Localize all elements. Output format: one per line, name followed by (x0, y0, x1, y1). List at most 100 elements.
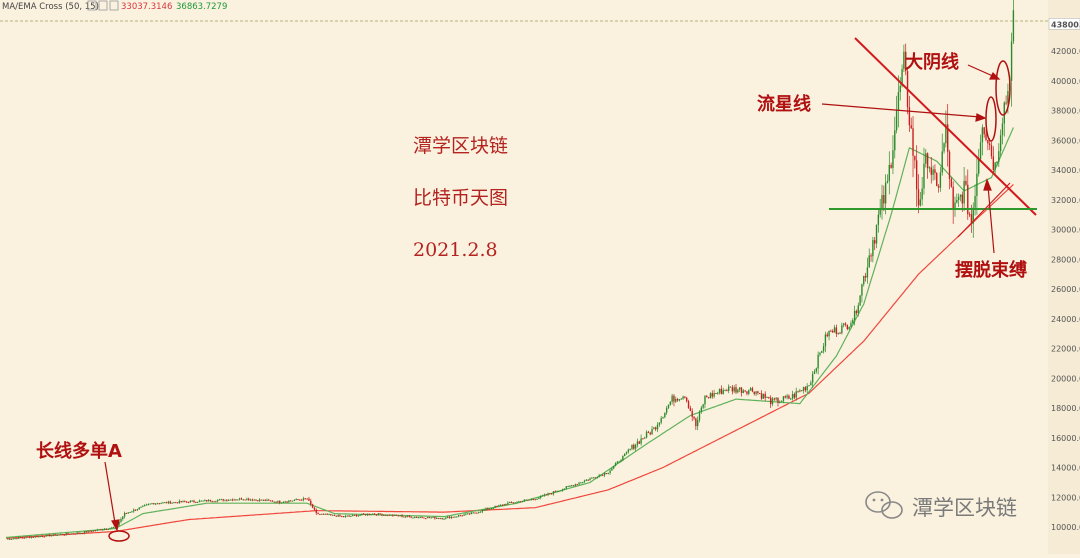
y-tick-label: 18000.00 (1051, 404, 1080, 413)
candle-bearish (501, 504, 504, 506)
candle-bullish (928, 167, 931, 169)
candle-bearish (594, 477, 597, 479)
candle-bullish (394, 514, 396, 516)
candle-bearish (554, 491, 557, 493)
settings-icon[interactable] (98, 0, 108, 11)
candle-bearish (363, 513, 365, 515)
candle-bullish (446, 516, 449, 518)
arrowhead-breakout (983, 178, 992, 191)
candle-bullish (178, 501, 181, 504)
candle-bullish (886, 180, 889, 183)
candle-bullish (749, 388, 752, 391)
candle-bullish (266, 499, 268, 501)
candle-bearish (987, 140, 989, 144)
candle-bullish (540, 495, 542, 498)
candle-bullish (678, 399, 681, 401)
label-long-position: 长线多单A (36, 440, 122, 462)
candle-bearish (206, 500, 208, 502)
candle-bullish (943, 143, 945, 152)
candle-bearish (297, 499, 299, 501)
center-subtitle: 比特币天图 (413, 187, 508, 209)
candle-bearish (474, 512, 476, 514)
candle-bearish (769, 397, 772, 405)
candle-bearish (519, 501, 522, 503)
candle-bullish (536, 498, 538, 500)
candle-bullish (337, 515, 339, 517)
candle-bullish (704, 395, 706, 405)
candle-bullish (978, 159, 980, 174)
candle-bullish (822, 346, 825, 352)
candle-bullish (361, 513, 363, 515)
candle-bullish (414, 516, 416, 518)
candle-bearish (392, 514, 394, 516)
candle-bullish (359, 514, 361, 516)
candle-bullish (702, 404, 704, 408)
candle-bearish (715, 393, 717, 395)
candle-bullish (138, 507, 140, 510)
candle-bearish (222, 499, 224, 501)
chat-bubble-dot (872, 498, 876, 502)
entry-ellipse (108, 530, 130, 542)
candle-bearish (926, 153, 929, 169)
eye-icon[interactable] (87, 0, 97, 11)
candle-bullish (653, 427, 655, 430)
close-icon[interactable] (109, 0, 119, 11)
candle-bullish (470, 512, 473, 515)
candle-bullish (436, 517, 438, 519)
candle-bullish (457, 515, 460, 517)
candle-bullish (419, 517, 421, 519)
candle-bullish (477, 512, 480, 514)
candle-bearish (260, 499, 263, 501)
candle-bullish (30, 536, 33, 538)
candle-bullish (25, 536, 27, 538)
candle-bullish (558, 490, 560, 492)
candle-bullish (799, 390, 801, 392)
candle-bullish (981, 127, 984, 143)
candle-bearish (638, 441, 640, 444)
indicator-name: MA/EMA Cross (50, 15) (2, 2, 99, 12)
candle-bullish (262, 499, 265, 501)
candle-bullish (102, 529, 104, 531)
candle-bullish (133, 509, 135, 512)
y-tick-label: 14000.00 (1051, 464, 1080, 473)
candle-bullish (386, 514, 389, 516)
candle-bullish (38, 536, 40, 538)
candle-bullish (481, 510, 484, 512)
candle-bullish (877, 214, 880, 225)
candle-bullish (377, 513, 379, 515)
candle-bullish (485, 508, 487, 510)
candle-bearish (36, 536, 38, 538)
candle-bullish (852, 319, 854, 324)
arrow-big-bearish (967, 64, 996, 78)
candle-bearish (231, 499, 233, 501)
candle-bearish (832, 330, 834, 333)
current-price-tag (1048, 18, 1080, 30)
candle-bullish (675, 398, 677, 402)
candle-bullish (412, 517, 414, 519)
y-tick-label: 30000.00 (1051, 226, 1080, 235)
candle-bullish (538, 497, 540, 499)
candle-bullish (499, 504, 502, 506)
candle-bullish (406, 515, 409, 517)
candle-bearish (633, 444, 635, 449)
candle-bullish (547, 493, 549, 495)
candle-bullish (277, 500, 279, 503)
candle-bullish (667, 404, 670, 409)
candle-bearish (441, 518, 443, 520)
candle-bullish (808, 385, 810, 387)
candle-bullish (488, 508, 491, 510)
candle-bullish (585, 479, 588, 481)
candle-bullish (204, 500, 206, 502)
candle-bullish (383, 514, 385, 516)
candle-bearish (185, 501, 188, 503)
candle-bearish (731, 387, 734, 392)
candle-bullish (465, 513, 467, 515)
candle-bullish (521, 501, 524, 503)
candle-bearish (510, 501, 513, 503)
candle-bullish (722, 390, 724, 395)
candle-bullish (748, 390, 750, 394)
candle-bearish (930, 167, 932, 175)
candle-bullish (284, 501, 286, 503)
candle-bearish (67, 533, 69, 535)
